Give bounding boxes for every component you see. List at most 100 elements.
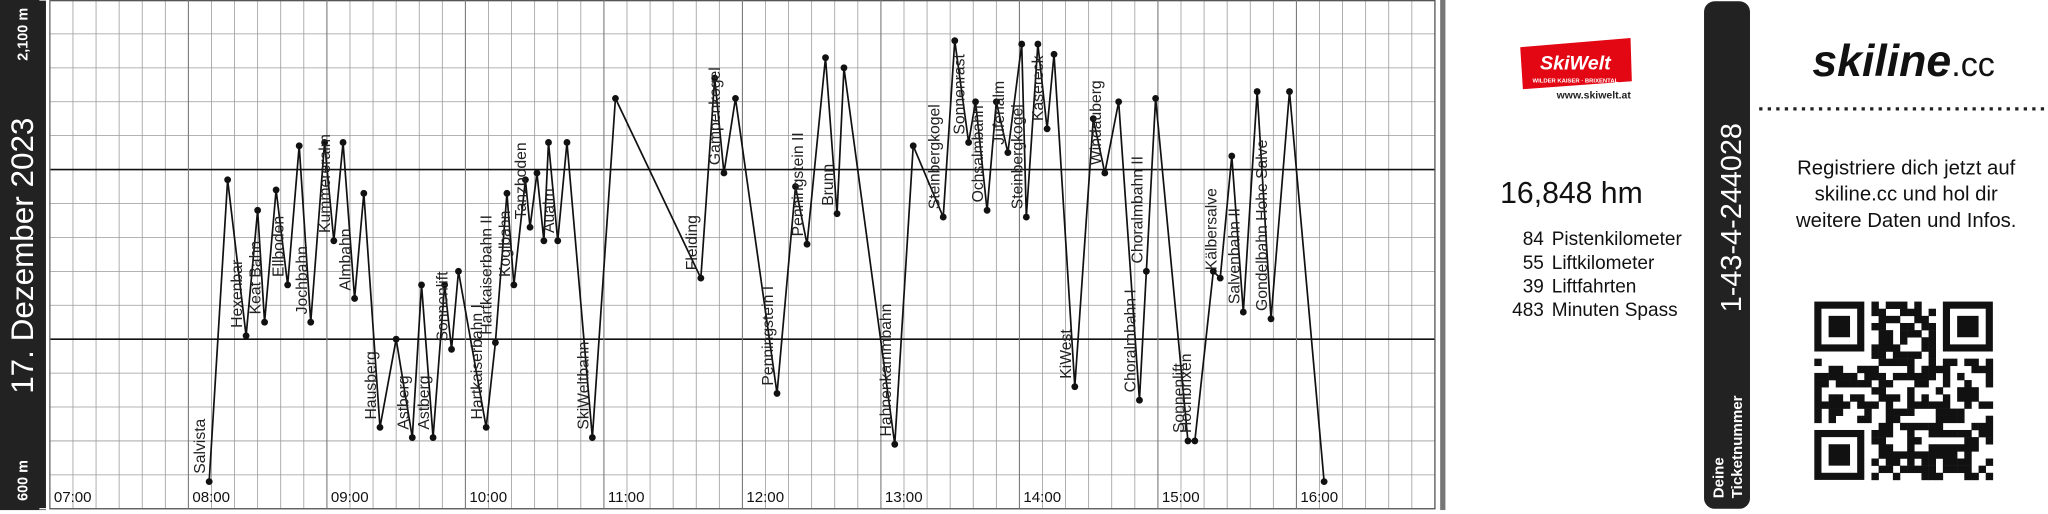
point bbox=[205, 478, 213, 486]
lift-label: Koglbahn bbox=[497, 211, 514, 277]
qr-module bbox=[1928, 444, 1936, 452]
point bbox=[224, 176, 232, 184]
qr-module bbox=[1921, 458, 1929, 466]
point bbox=[272, 186, 280, 194]
point bbox=[951, 37, 959, 45]
point bbox=[1050, 50, 1058, 58]
qr-module bbox=[1914, 465, 1922, 474]
qr-module bbox=[1864, 365, 1872, 374]
qr-module bbox=[1828, 394, 1837, 402]
qr-module bbox=[1864, 372, 1872, 381]
point bbox=[1216, 274, 1224, 282]
qr-module bbox=[1985, 380, 1994, 388]
point bbox=[803, 240, 811, 248]
point bbox=[1004, 149, 1012, 157]
qr-module bbox=[1892, 372, 1901, 381]
skiwelt-logo: SkiWelt WILDER KAISER · BRIXENTAL www.sk… bbox=[1520, 38, 1632, 101]
qr-module bbox=[1871, 365, 1879, 374]
qr-module bbox=[1985, 422, 1994, 431]
qr-module bbox=[1821, 380, 1829, 388]
x-tick-label: 15:00 bbox=[1162, 489, 1200, 506]
lift-label: Astberg bbox=[395, 375, 412, 429]
qr-module bbox=[1935, 408, 1944, 416]
qr-module bbox=[1885, 408, 1894, 416]
qr-module bbox=[1814, 394, 1822, 402]
qr-module bbox=[1914, 351, 1922, 359]
point bbox=[261, 318, 268, 326]
qr-module bbox=[1935, 401, 1944, 409]
qr-module bbox=[1814, 415, 1822, 424]
stat-value: 483 bbox=[1512, 300, 1544, 321]
qr-module bbox=[1985, 458, 1994, 466]
lift-label: Hexenbar bbox=[229, 260, 246, 328]
qr-module bbox=[1878, 344, 1886, 352]
point bbox=[983, 206, 991, 214]
x-tick-label: 10:00 bbox=[469, 489, 507, 506]
qr-finder bbox=[1942, 301, 1993, 352]
point bbox=[1101, 169, 1109, 177]
qr-module bbox=[1942, 458, 1951, 466]
qr-module bbox=[1964, 458, 1972, 466]
stat-value: 84 bbox=[1523, 229, 1545, 250]
point bbox=[1184, 437, 1192, 445]
qr-module bbox=[1871, 472, 1879, 481]
stat-value: 55 bbox=[1523, 253, 1544, 274]
qr-module bbox=[1914, 315, 1922, 324]
y-tick-label: 2,100 m bbox=[16, 8, 32, 61]
point bbox=[972, 98, 979, 106]
lift-label: Brunn bbox=[820, 164, 837, 206]
qr-module bbox=[1885, 330, 1894, 338]
point bbox=[1018, 40, 1026, 48]
qr-module bbox=[1892, 301, 1901, 309]
qr-module bbox=[1964, 465, 1972, 474]
qr-module bbox=[1985, 365, 1994, 374]
point bbox=[563, 139, 571, 146]
qr-module bbox=[1857, 394, 1865, 402]
qr-module bbox=[1907, 451, 1915, 459]
qr-module bbox=[1928, 472, 1936, 481]
qr-module bbox=[1885, 415, 1894, 424]
qr-module bbox=[1900, 337, 1908, 345]
qr-finder bbox=[1814, 301, 1865, 352]
qr-module bbox=[1892, 394, 1901, 402]
x-tick-label: 14:00 bbox=[1023, 489, 1061, 506]
qr-module bbox=[1907, 372, 1915, 381]
qr-module bbox=[1814, 372, 1822, 381]
point bbox=[321, 139, 328, 146]
point bbox=[482, 423, 490, 431]
qr-module bbox=[1935, 365, 1944, 374]
qr-module bbox=[1985, 415, 1994, 424]
qr-module bbox=[1878, 437, 1886, 445]
lift-label: Sonnenlift bbox=[435, 271, 452, 342]
lift-label: Aualm bbox=[541, 188, 558, 233]
qr-module bbox=[1907, 330, 1915, 338]
point bbox=[1320, 478, 1328, 486]
qr-module bbox=[1885, 422, 1894, 431]
point bbox=[491, 339, 499, 346]
qr-module bbox=[1950, 444, 1958, 452]
qr-module bbox=[1964, 387, 1972, 395]
qr-module bbox=[1978, 401, 1986, 409]
qr-module bbox=[1914, 301, 1922, 309]
qr-module bbox=[1957, 394, 1965, 402]
qr-module bbox=[1935, 422, 1944, 431]
qr-module bbox=[1907, 465, 1915, 474]
point bbox=[429, 434, 437, 441]
qr-module bbox=[1921, 394, 1929, 402]
separator bbox=[1440, 0, 1446, 511]
ticket-caption: Deine bbox=[1711, 457, 1728, 498]
qr-module bbox=[1850, 394, 1858, 402]
qr-module bbox=[1957, 372, 1965, 381]
y-tick-label: 600 m bbox=[16, 460, 32, 501]
point bbox=[1071, 383, 1079, 391]
lift-label: Hartkaiserbahn II bbox=[478, 215, 495, 335]
point bbox=[418, 281, 425, 289]
qr-module bbox=[1914, 308, 1922, 317]
qr-module bbox=[1964, 380, 1972, 388]
point bbox=[992, 98, 1000, 106]
qr-module bbox=[1871, 401, 1879, 409]
qr-module bbox=[1914, 380, 1922, 388]
point bbox=[545, 139, 552, 146]
qr-module bbox=[1907, 308, 1915, 317]
qr-module bbox=[1871, 458, 1879, 466]
